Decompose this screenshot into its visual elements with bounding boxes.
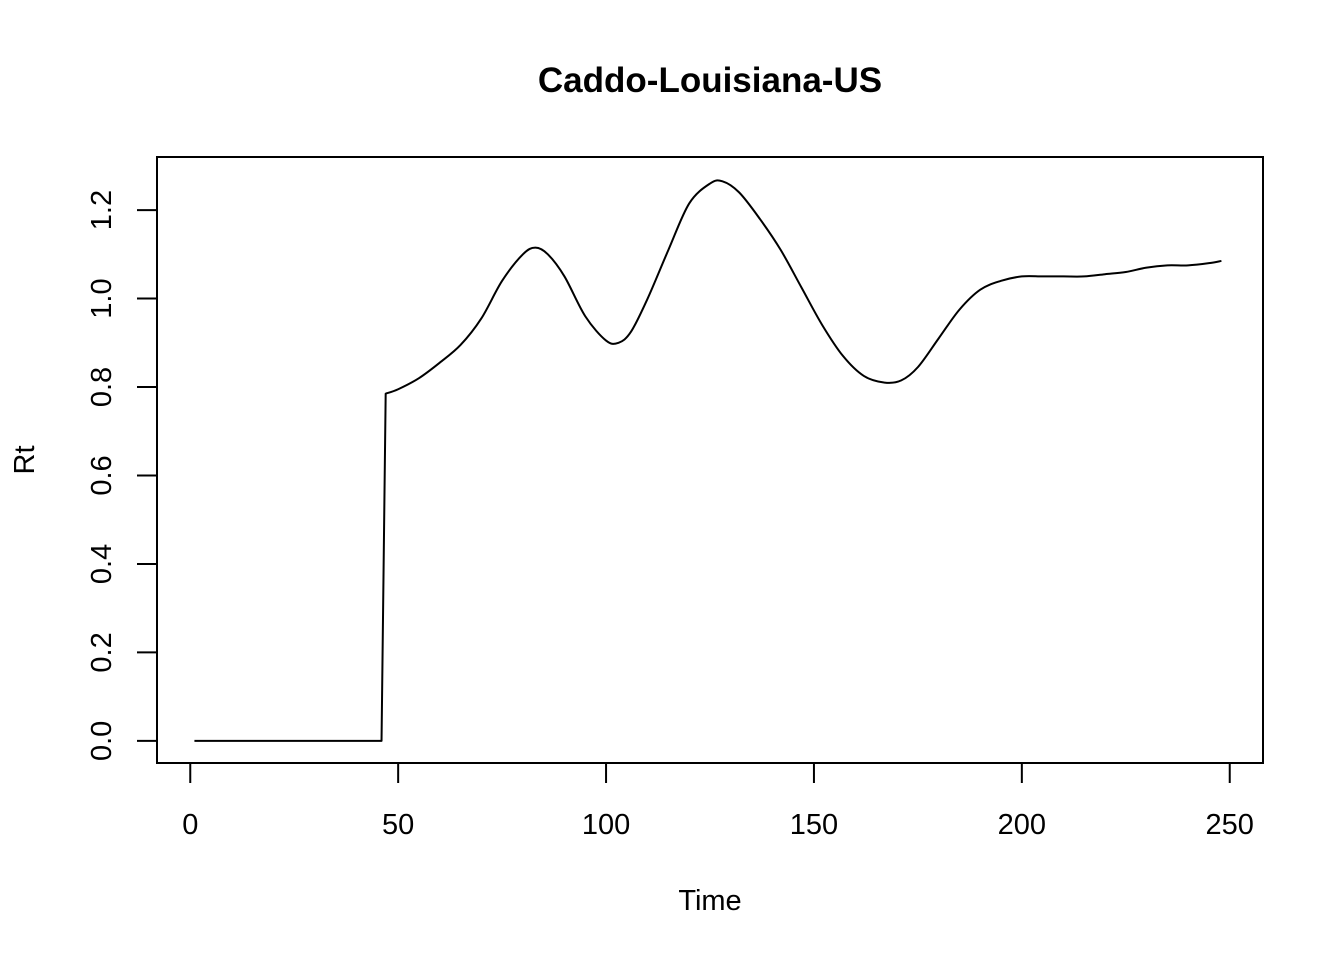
y-tick-label: 0.8 xyxy=(86,367,118,407)
x-tick-label: 100 xyxy=(582,809,630,841)
y-tick-label: 1.2 xyxy=(86,190,118,230)
series-line-0 xyxy=(194,179,1222,742)
y-tick-label: 0.6 xyxy=(86,455,118,495)
x-tick-label: 50 xyxy=(382,809,414,841)
chart-title: Caddo-Louisiana-US xyxy=(538,61,882,100)
y-tick-label: 1.0 xyxy=(86,278,118,318)
y-axis-label: Rt xyxy=(9,446,41,475)
x-tick-label: 250 xyxy=(1206,809,1254,841)
series-layer xyxy=(194,179,1222,742)
x-tick-label: 200 xyxy=(998,809,1046,841)
y-tick-label: 0.2 xyxy=(86,632,118,672)
y-axis: 0.0 0.2 0.4 0.6 0.8 1.0 1.2 xyxy=(86,190,158,761)
y-tick-label: 0.4 xyxy=(86,544,118,584)
y-tick-label: 0.0 xyxy=(86,721,118,761)
x-tick-label: 150 xyxy=(790,809,838,841)
x-axis-label: Time xyxy=(678,885,741,917)
plot-frame xyxy=(156,156,1264,764)
x-axis: 0 50 100 150 200 250 xyxy=(182,762,1254,841)
x-tick-label: 0 xyxy=(182,809,198,841)
